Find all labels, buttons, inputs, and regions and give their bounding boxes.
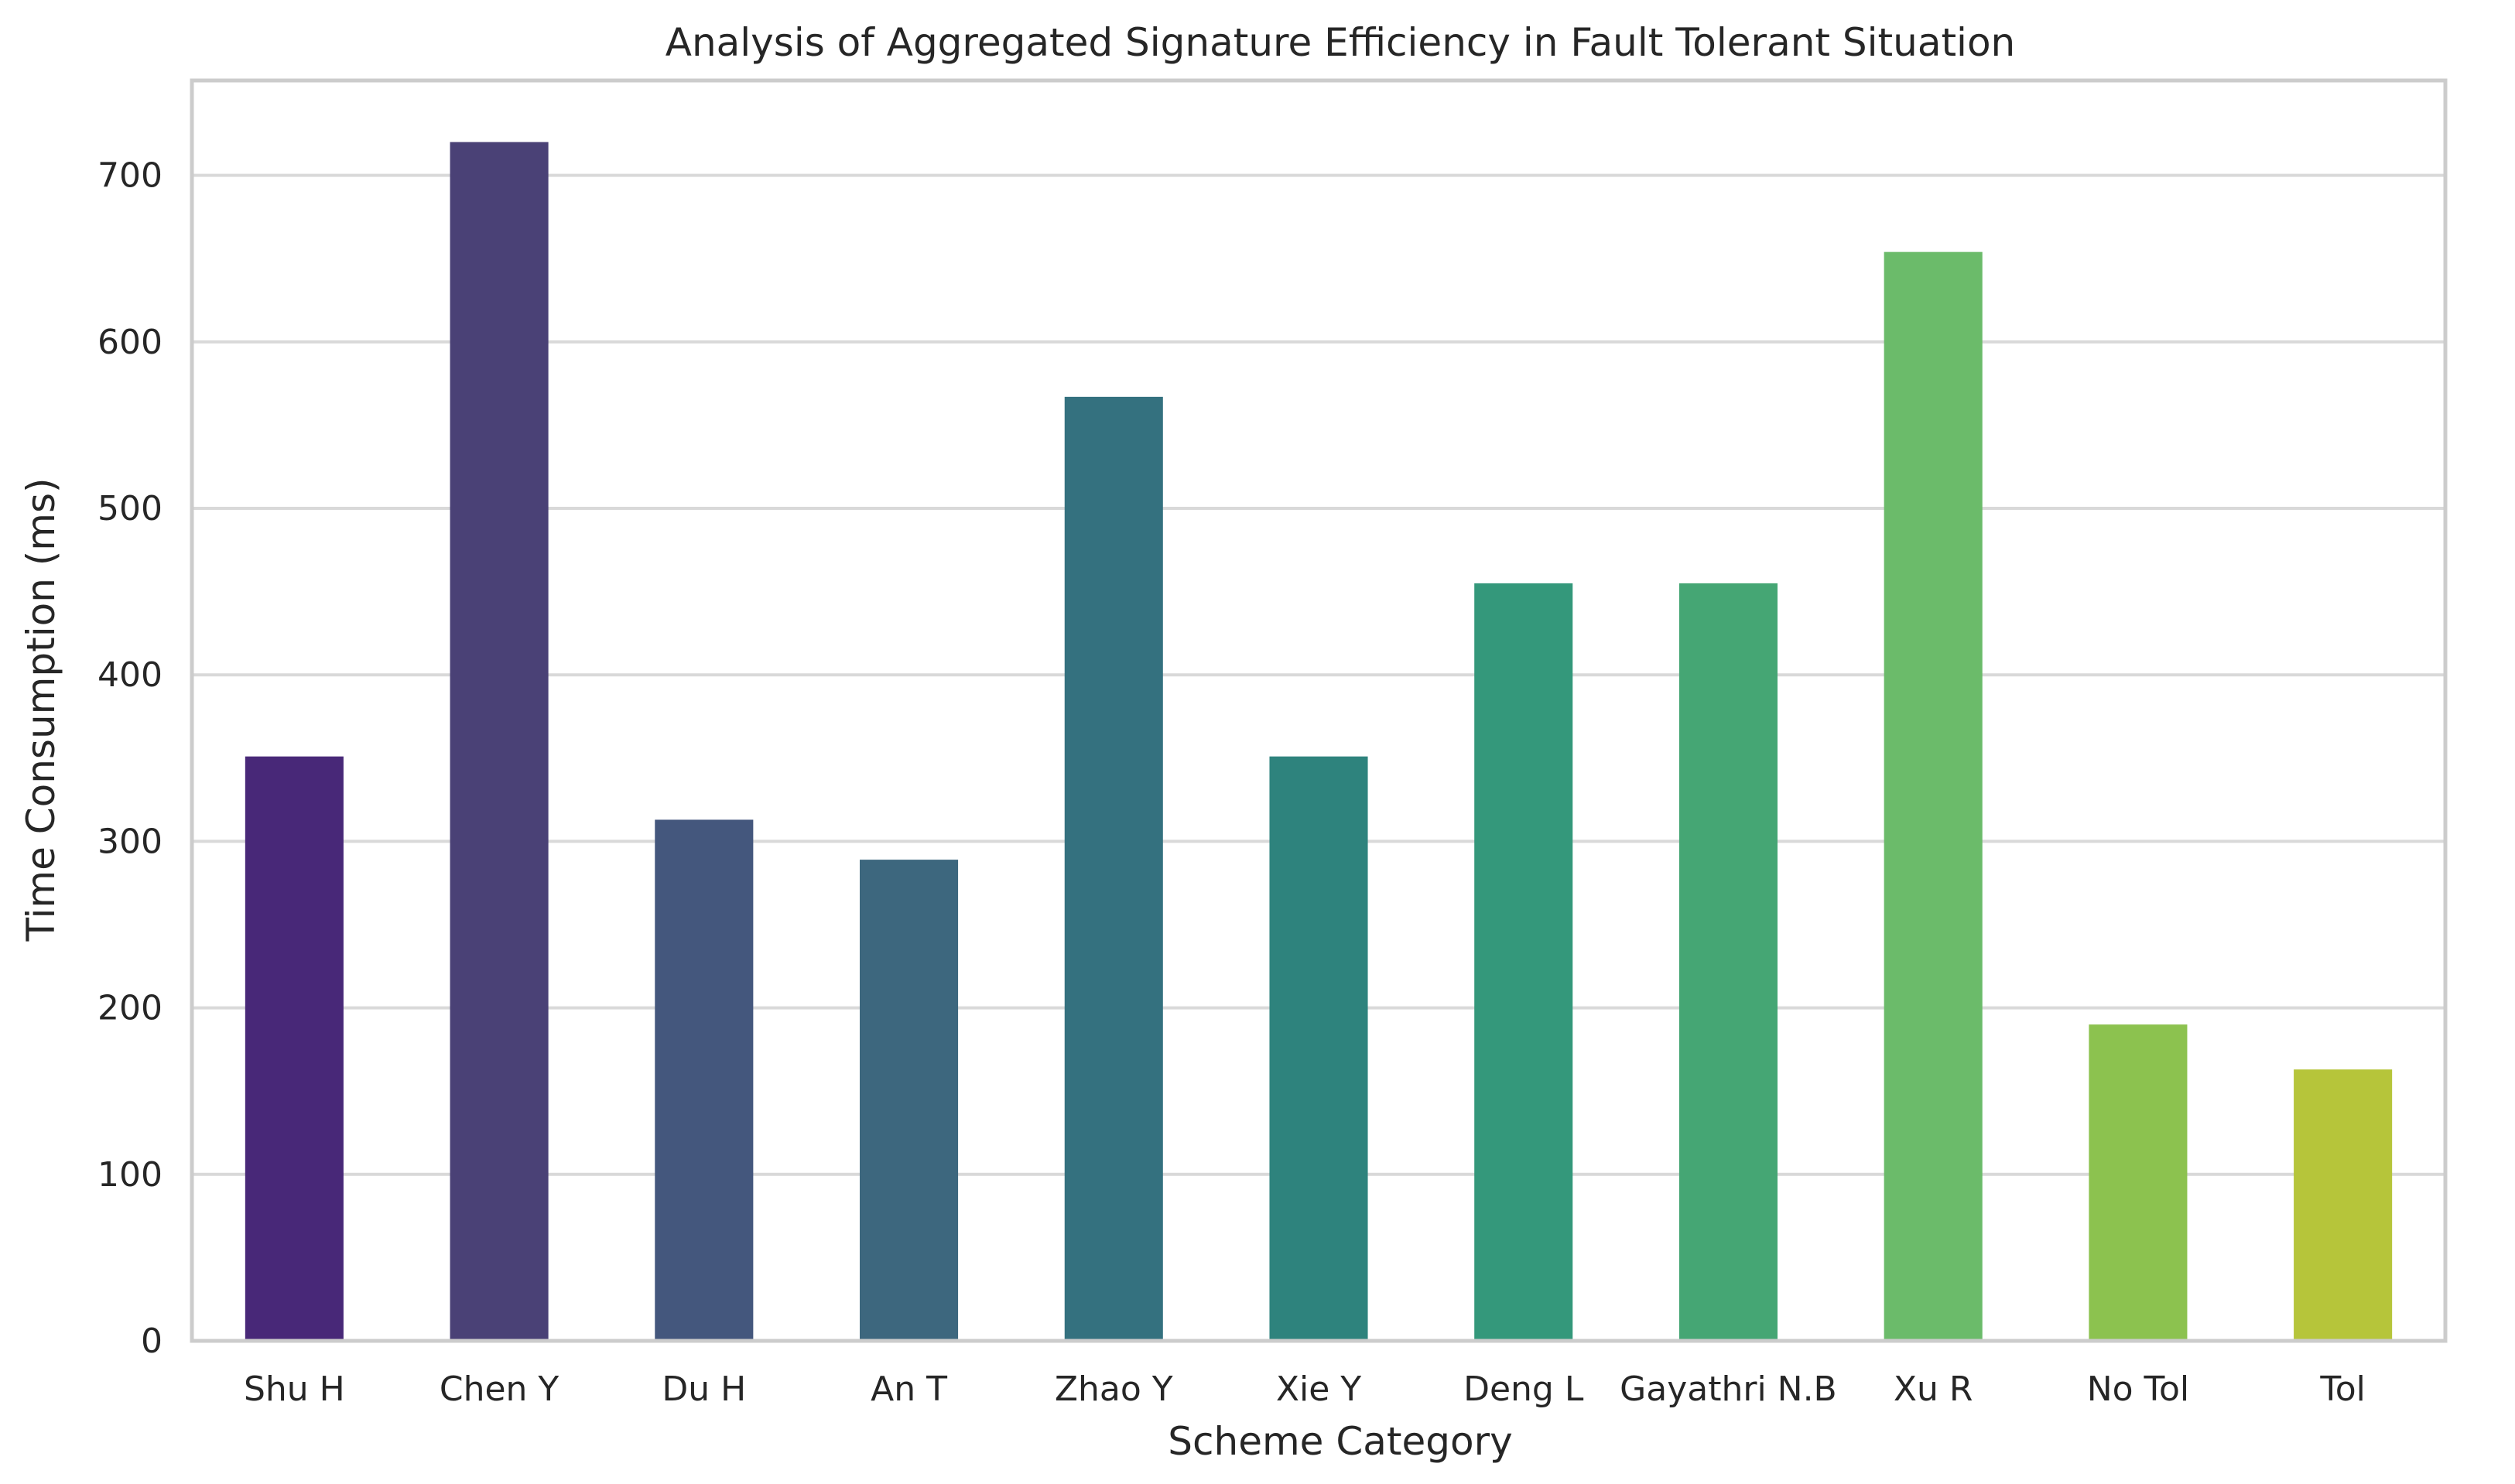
y-tick-labels: 0 100 200 300 400 500 600 700 (98, 156, 163, 1361)
x-tick-label: Chen Y (440, 1369, 559, 1409)
bar-an-t (860, 860, 959, 1341)
bar-no-tol (2089, 1024, 2188, 1341)
x-axis-label: Scheme Category (1168, 1419, 1512, 1464)
x-tick-label: An T (871, 1369, 947, 1409)
bar-tol (2294, 1069, 2393, 1341)
y-axis-label: Time Consumption (ms) (19, 477, 63, 942)
y-tick-label: 300 (98, 822, 163, 861)
x-tick-label: Xie Y (1276, 1369, 1361, 1409)
y-tick-label: 100 (98, 1155, 163, 1195)
bar-shu-h (245, 756, 344, 1341)
x-tick-label: Tol (2319, 1369, 2366, 1409)
bars (245, 142, 2393, 1342)
bar-deng-l (1474, 583, 1573, 1341)
chart-title: Analysis of Aggregated Signature Efficie… (666, 20, 2015, 65)
y-tick-label: 500 (98, 489, 163, 528)
y-tick-label: 400 (98, 655, 163, 695)
x-tick-label: Shu H (244, 1369, 345, 1409)
bar-du-h (655, 819, 754, 1341)
plot-frame (190, 78, 2448, 1343)
x-tick-label: Xu R (1894, 1369, 1973, 1409)
y-tick-label: 700 (98, 156, 163, 196)
x-tick-labels: Shu H Chen Y Du H An T Zhao Y Xie Y Deng L Gaya… (244, 1369, 2366, 1409)
x-tick-label: Zhao Y (1055, 1369, 1173, 1409)
y-tick-label: 600 (98, 323, 163, 362)
bar-xu-r (1884, 251, 1983, 1342)
bar-gayathri-n-b (1678, 583, 1778, 1341)
x-tick-label: Gayathri N.B (1620, 1369, 1837, 1409)
bar-chen-y (450, 142, 549, 1342)
x-tick-label: Deng L (1463, 1369, 1584, 1409)
x-tick-label: No Tol (2087, 1369, 2189, 1409)
x-tick-label: Du H (662, 1369, 746, 1409)
bar-xie-y (1269, 756, 1368, 1341)
y-tick-label: 0 (141, 1322, 163, 1361)
bar-zhao-y (1064, 396, 1163, 1341)
y-tick-label: 200 (98, 989, 163, 1028)
